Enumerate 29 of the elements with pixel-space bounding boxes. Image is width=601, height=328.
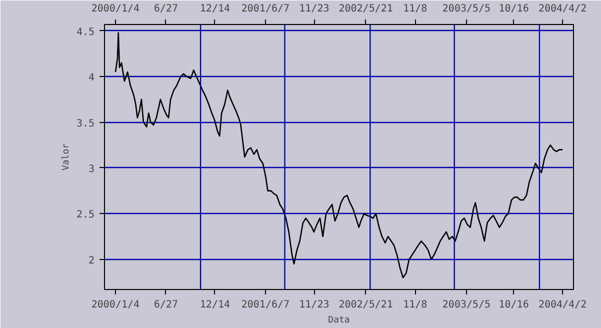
y-tick-label: 3 (88, 164, 95, 175)
x-tick-label: 2002/5/21 (338, 4, 393, 14)
x2-tick-label: 2003/5/5 (442, 300, 491, 310)
x2-tick-label: 6/27 (154, 300, 178, 310)
line-series (114, 32, 564, 278)
x2-tick-label: 2002/5/21 (338, 300, 393, 310)
y-tick-label: 4 (88, 72, 95, 84)
x-tick-label: 2004/4/2 (538, 4, 587, 14)
x-tick-label: 11/23 (299, 4, 330, 14)
x2-tick-label: 11/23 (299, 300, 330, 310)
x2-tick-label: 2001/6/7 (241, 300, 290, 310)
x-axis-title: Data (328, 316, 350, 326)
x-tick-label: 12/14 (200, 4, 230, 14)
y-tick-label: 4.5 (76, 26, 94, 38)
x2-tick-label: 12/14 (200, 300, 230, 310)
x-tick-label: 10/16 (498, 4, 529, 14)
x2-tick-label: 2000/1/4 (91, 300, 140, 310)
x2-tick-label: 11/8 (403, 300, 428, 310)
x-tick-label: 2001/6/7 (241, 4, 290, 14)
x2-tick-label: 2004/4/2 (538, 300, 587, 310)
y-tick-label: 2 (88, 255, 95, 266)
y-tick-label: 2.5 (76, 210, 94, 221)
x-tick-label: 11/8 (403, 4, 428, 14)
x-tick-label: 2000/1/4 (91, 4, 140, 14)
y-axis-title: Valor (61, 142, 72, 171)
x2-tick-label: 10/16 (498, 300, 529, 310)
x-tick-label: 6/27 (154, 4, 178, 14)
x-tick-label: 2003/5/5 (442, 4, 491, 14)
y-tick-label: 3.5 (76, 118, 94, 130)
